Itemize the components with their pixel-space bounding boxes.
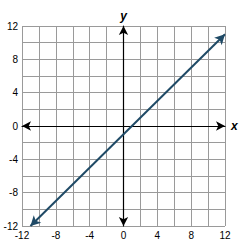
- svg-text:y: y: [119, 9, 128, 23]
- svg-text:12: 12: [219, 230, 231, 241]
- svg-text:x: x: [230, 119, 239, 133]
- svg-text:8: 8: [12, 54, 18, 65]
- svg-text:0: 0: [12, 121, 18, 132]
- svg-text:12: 12: [7, 21, 19, 32]
- svg-text:0: 0: [121, 230, 127, 241]
- svg-text:-8: -8: [51, 230, 60, 241]
- svg-text:8: 8: [188, 230, 194, 241]
- svg-text:-8: -8: [9, 187, 18, 198]
- svg-text:-4: -4: [9, 154, 18, 165]
- svg-text:4: 4: [155, 230, 161, 241]
- svg-text:-12: -12: [3, 220, 18, 232]
- svg-text:-12: -12: [15, 230, 30, 241]
- svg-text:4: 4: [12, 87, 18, 98]
- svg-text:-4: -4: [85, 230, 94, 241]
